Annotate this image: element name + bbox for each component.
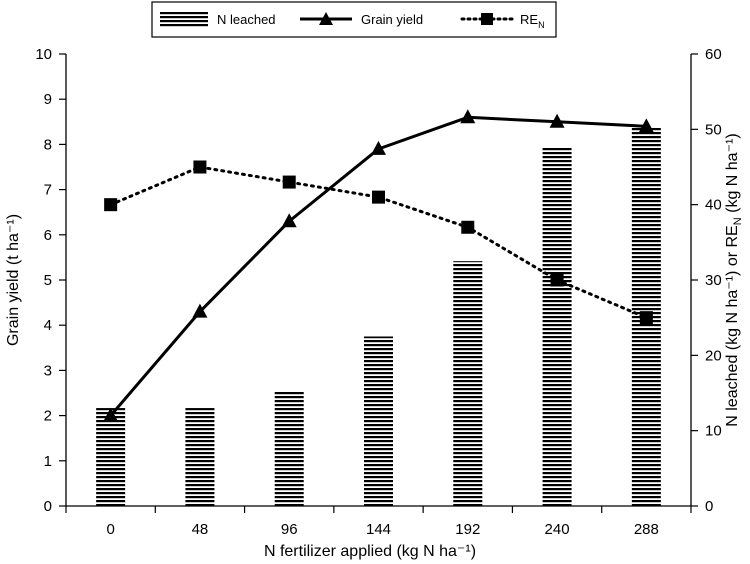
left-tick-label: 8 — [44, 136, 52, 153]
right-axis-title-tail: (kg N ha⁻¹) — [724, 133, 741, 217]
right-axis-ticks: 0 10 20 30 40 50 60 — [691, 46, 722, 515]
x-axis-ticks: 0 48 96 144 192 240 288 — [65, 506, 692, 538]
grain-yield-marker — [371, 140, 386, 155]
grain-yield-marker — [638, 118, 654, 133]
legend-label-n-leached: N leached — [217, 12, 276, 27]
ren-marker — [372, 190, 385, 204]
n-leached-bar — [542, 146, 572, 506]
legend: N leached Grain yield REN — [151, 1, 557, 38]
left-tick-label: 9 — [44, 91, 52, 108]
left-tick-label: 5 — [44, 272, 52, 289]
ren-marker — [104, 198, 118, 212]
x-tick-label: 48 — [192, 521, 209, 538]
grain-yield-marker — [460, 109, 476, 124]
left-tick-label: 7 — [44, 182, 52, 199]
left-tick-label: 0 — [44, 498, 52, 515]
x-axis-title: N fertilizer applied (kg N ha⁻¹) — [264, 543, 476, 560]
x-tick-label: 144 — [366, 521, 391, 538]
legend-swatch-ren-marker — [481, 13, 493, 25]
left-tick-label: 6 — [44, 227, 52, 244]
legend-label-ren-sub: N — [538, 20, 545, 30]
ren-series — [104, 160, 653, 325]
ren-marker — [461, 220, 475, 234]
right-axis-title: N leached (kg N ha⁻¹) or REN (kg N ha⁻¹) — [724, 133, 744, 426]
legend-label-ren-main: RE — [520, 12, 538, 27]
legend-label-grain-yield: Grain yield — [361, 12, 423, 27]
n-leached-bar — [96, 408, 126, 506]
right-tick-label: 40 — [705, 197, 722, 214]
left-tick-label: 1 — [44, 453, 52, 470]
x-tick-label: 240 — [545, 521, 570, 538]
right-tick-label: 0 — [705, 498, 713, 515]
ren-marker — [282, 175, 296, 189]
grain-yield-marker — [549, 113, 565, 128]
x-tick-label: 0 — [106, 521, 114, 538]
left-tick-label: 3 — [44, 362, 52, 379]
ren-marker — [639, 311, 653, 325]
ren-marker — [550, 273, 564, 287]
right-tick-label: 60 — [705, 46, 722, 63]
n-leached-bar — [274, 390, 304, 506]
left-tick-label: 10 — [35, 46, 52, 63]
left-axis-title: Grain yield (t ha⁻¹) — [5, 214, 22, 346]
right-tick-label: 10 — [705, 423, 722, 440]
grain-yield-marker — [192, 303, 208, 318]
x-tick-label: 96 — [281, 521, 298, 538]
n-leached-bar — [453, 261, 483, 506]
legend-swatch-grain-yield-marker — [319, 12, 333, 25]
ren-marker — [193, 160, 207, 174]
n-leached-bar — [185, 408, 215, 506]
x-tick-label: 288 — [634, 521, 659, 538]
grain-yield-series — [103, 109, 654, 422]
legend-swatch-n-leached — [160, 11, 208, 27]
x-tick-label: 192 — [455, 521, 480, 538]
legend-label-ren: REN — [520, 12, 545, 30]
grain-yield-marker — [281, 213, 297, 228]
left-axis-ticks: 0 1 2 3 4 5 6 7 8 9 10 — [35, 46, 66, 515]
n-leached-bar — [364, 336, 393, 506]
right-tick-label: 50 — [705, 121, 722, 138]
right-axis-title-main: N leached (kg N ha⁻¹) or RE — [724, 225, 741, 426]
left-tick-label: 4 — [44, 317, 52, 334]
grain-yield-marker — [103, 407, 119, 422]
right-axis-title-sub: N — [732, 217, 744, 225]
left-tick-label: 2 — [44, 408, 52, 425]
right-tick-label: 20 — [705, 347, 722, 364]
n-leached-bars — [96, 127, 661, 507]
right-tick-label: 30 — [705, 272, 722, 289]
